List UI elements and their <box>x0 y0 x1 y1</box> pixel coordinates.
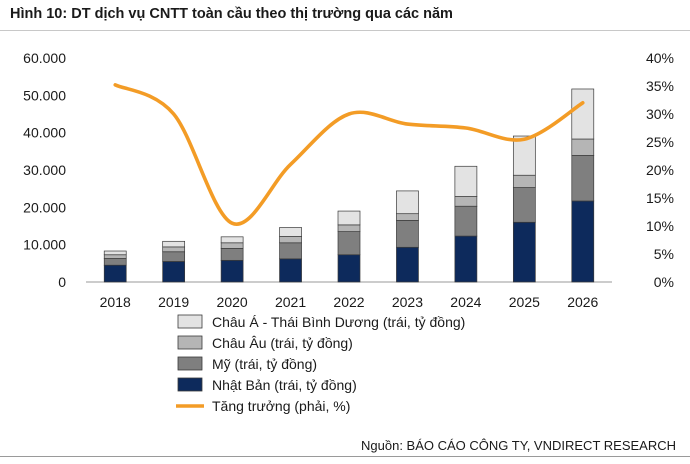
bottom-divider <box>0 456 690 457</box>
bar-segment <box>512 221 536 283</box>
y-right-tick-label: 30% <box>646 106 674 122</box>
legend-swatch <box>177 314 203 329</box>
bar-segment <box>279 227 302 237</box>
bar-segment <box>454 235 478 283</box>
y-right-tick-label: 10% <box>646 218 674 234</box>
bar-segment <box>571 138 595 156</box>
bar-segment <box>454 165 478 197</box>
x-tick-label: 2026 <box>567 294 598 310</box>
bar-segment <box>396 190 419 215</box>
x-tick-label: 2020 <box>217 294 248 310</box>
bar-segment <box>571 155 595 202</box>
bar-series-group <box>103 88 595 283</box>
bar-segment <box>162 246 186 253</box>
figure-title: Hình 10: DT dịch vụ CNTT toàn cầu theo t… <box>10 6 453 22</box>
growth-line-group <box>113 83 585 226</box>
y-left-tick-label: 10.000 <box>23 237 66 253</box>
bar-segment <box>396 213 419 221</box>
bar-segment <box>220 248 244 261</box>
y-right-tick-label: 35% <box>646 78 674 94</box>
bar-segment <box>571 200 595 283</box>
x-tick-label: 2022 <box>333 294 364 310</box>
chart-legend: Châu Á - Thái Bình Dương (trái, tỷ đồng)… <box>176 314 465 414</box>
bar-segment <box>454 205 478 237</box>
bar-segment <box>220 259 244 283</box>
bar-segment <box>279 258 302 283</box>
y-right-tick-label: 20% <box>646 162 674 178</box>
bar-segment <box>337 254 361 283</box>
bar-segment <box>512 187 536 223</box>
bar-segment <box>162 251 186 262</box>
x-tick-label: 2023 <box>392 294 423 310</box>
bar-segment <box>162 261 186 283</box>
bar-segment <box>396 246 419 283</box>
bar-segment <box>454 196 478 207</box>
y-left-tick-label: 50.000 <box>23 87 66 103</box>
bar-segment <box>103 264 127 283</box>
legend-label: Châu Á - Thái Bình Dương (trái, tỷ đồng) <box>212 314 465 330</box>
y-right-tick-label: 40% <box>646 50 674 66</box>
bar-segment <box>279 236 302 244</box>
legend-label: Tăng trưởng (phải, %) <box>212 398 350 414</box>
bar-segment <box>337 224 361 232</box>
bar-segment <box>337 210 361 226</box>
bar-segment <box>396 220 419 248</box>
x-tick-label: 2024 <box>450 294 481 310</box>
y-right-tick-label: 15% <box>646 190 674 206</box>
bar-segment <box>512 174 536 188</box>
bar-segment <box>337 231 361 256</box>
x-tick-label: 2021 <box>275 294 306 310</box>
chart-axes: 0 10.000 20.000 30.000 40.000 50.000 60.000 0% 5… <box>23 50 674 310</box>
y-left-tick-label: 40.000 <box>23 125 66 141</box>
legend-swatch <box>177 335 203 350</box>
bar-segment <box>571 88 595 140</box>
x-tick-label: 2019 <box>158 294 189 310</box>
legend-label: Mỹ (trái, tỷ đồng) <box>212 356 317 372</box>
title-divider <box>0 30 690 31</box>
y-left-tick-label: 60.000 <box>23 50 66 66</box>
bar-segment <box>103 258 127 266</box>
growth-line <box>113 83 585 226</box>
y-right-tick-label: 5% <box>654 246 674 262</box>
bar-segment <box>103 254 127 259</box>
y-left-tick-label: 30.000 <box>23 162 66 178</box>
legend-swatch <box>177 377 203 392</box>
x-tick-label: 2018 <box>100 294 131 310</box>
bar-segment <box>162 240 186 248</box>
legend-label: Châu Âu (trái, tỷ đồng) <box>212 335 353 351</box>
y-right-tick-label: 0% <box>654 274 674 290</box>
bar-segment <box>220 242 244 249</box>
source-note: Nguồn: BÁO CÁO CÔNG TY, VNDIRECT RESEARC… <box>361 438 676 453</box>
y-left-tick-label: 0 <box>58 274 66 290</box>
y-right-tick-label: 25% <box>646 134 674 150</box>
bar-segment <box>103 250 127 256</box>
x-tick-label: 2025 <box>509 294 540 310</box>
bar-segment <box>512 135 536 176</box>
legend-swatch <box>177 356 203 371</box>
bar-segment <box>220 236 244 244</box>
legend-label: Nhật Bản (trái, tỷ đồng) <box>212 377 357 393</box>
y-left-tick-label: 20.000 <box>23 199 66 215</box>
bar-segment <box>279 242 302 260</box>
